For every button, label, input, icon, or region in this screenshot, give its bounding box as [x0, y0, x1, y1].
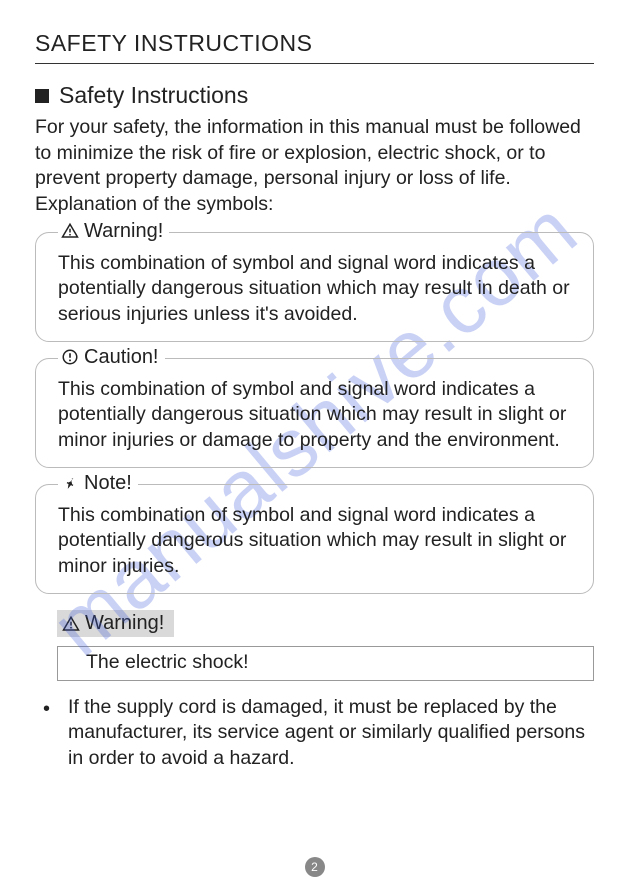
callout-label-text: Warning! [84, 220, 163, 243]
callout-body: This combination of symbol and signal wo… [58, 497, 577, 579]
callout-body: This combination of symbol and signal wo… [58, 245, 577, 327]
callout-label-text: Caution! [84, 346, 159, 369]
warning-tag: Warning! [57, 610, 174, 637]
section-heading-text: Safety Instructions [59, 82, 248, 109]
section-heading: Safety Instructions [35, 82, 594, 109]
callout-label: Warning! [58, 220, 169, 243]
page-number: 2 [305, 857, 325, 877]
pin-icon [60, 474, 80, 494]
shock-box: The electric shock! [57, 646, 594, 681]
bullet-text: If the supply cord is damaged, it must b… [68, 695, 594, 772]
shock-text: The electric shock! [86, 651, 249, 673]
intro-paragraph: For your safety, the information in this… [35, 115, 594, 218]
callout-label-text: Note! [84, 472, 132, 495]
bullet-dot-icon: • [43, 695, 50, 772]
callout-label: Note! [58, 472, 138, 495]
callout-caution: Caution! This combination of symbol and … [35, 358, 594, 468]
callout-note: Note! This combination of symbol and sig… [35, 484, 594, 594]
square-bullet-icon [35, 89, 49, 103]
bullet-item: • If the supply cord is damaged, it must… [43, 695, 594, 772]
circle-exclaim-icon [60, 347, 80, 367]
callout-body: This combination of symbol and signal wo… [58, 371, 577, 453]
page-title: SAFETY INSTRUCTIONS [35, 30, 594, 64]
warning-tag-row: Warning! [57, 610, 594, 638]
callout-label: Caution! [58, 346, 165, 369]
callout-warning: Warning! This combination of symbol and … [35, 232, 594, 342]
triangle-exclaim-icon [61, 614, 81, 634]
warning-tag-text: Warning! [85, 612, 164, 635]
triangle-exclaim-icon [60, 221, 80, 241]
